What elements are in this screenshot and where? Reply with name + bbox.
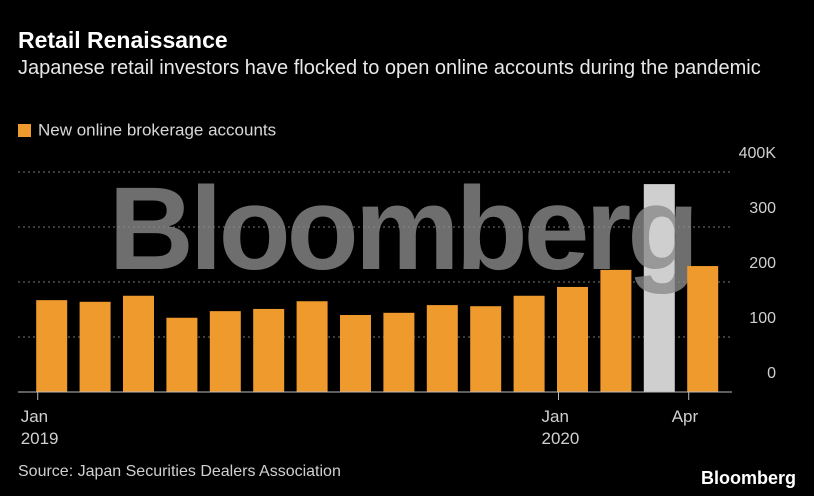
y-tick-label: 100 — [749, 310, 776, 327]
bar — [209, 311, 241, 392]
y-tick-label: 0 — [767, 365, 776, 382]
logo: Bloomberg — [701, 468, 796, 488]
source: Source: Japan Securities Dealers Associa… — [18, 463, 341, 480]
bar — [470, 306, 502, 392]
bar — [687, 266, 719, 392]
bar — [643, 184, 675, 392]
x-tick-label: Jan 2020 — [541, 407, 580, 448]
bar — [123, 295, 154, 392]
chart-subtitle: Japanese retail investors have flocked t… — [18, 57, 761, 79]
x-tick-label: Apr — [671, 407, 699, 426]
bar — [296, 301, 328, 392]
y-tick-label: 200 — [749, 255, 776, 272]
x-tick-label: Jan 2019 — [20, 407, 59, 448]
legend-swatch — [18, 124, 31, 137]
bar — [600, 269, 632, 392]
bar — [383, 312, 415, 392]
bar — [166, 317, 198, 392]
bar — [253, 308, 285, 392]
bar — [557, 286, 588, 392]
y-tick-label: 300 — [749, 200, 776, 217]
y-tick-label: 400K — [739, 145, 777, 162]
chart-title: Retail Renaissance — [18, 27, 228, 53]
bar — [79, 301, 111, 392]
bar — [36, 300, 68, 392]
bar — [513, 295, 545, 392]
bar — [340, 315, 371, 392]
bar — [426, 305, 458, 392]
legend-label: New online brokerage accounts — [38, 120, 276, 139]
